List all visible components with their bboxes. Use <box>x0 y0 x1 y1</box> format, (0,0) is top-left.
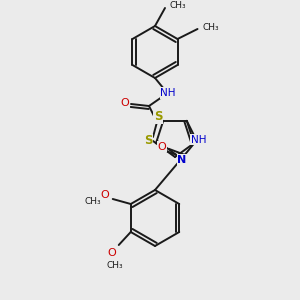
Text: N: N <box>177 155 187 165</box>
Text: O: O <box>121 98 129 108</box>
Text: NH: NH <box>160 88 176 98</box>
Text: CH₃: CH₃ <box>106 260 123 269</box>
Text: CH₃: CH₃ <box>170 2 187 10</box>
Text: O: O <box>100 190 109 200</box>
Text: O: O <box>158 142 166 152</box>
Text: CH₃: CH₃ <box>202 22 219 32</box>
Text: N: N <box>196 136 206 146</box>
Text: O: O <box>107 248 116 258</box>
Text: S: S <box>144 134 152 148</box>
Text: S: S <box>154 110 163 123</box>
Text: CH₃: CH₃ <box>84 197 101 206</box>
Text: NH: NH <box>191 135 206 145</box>
